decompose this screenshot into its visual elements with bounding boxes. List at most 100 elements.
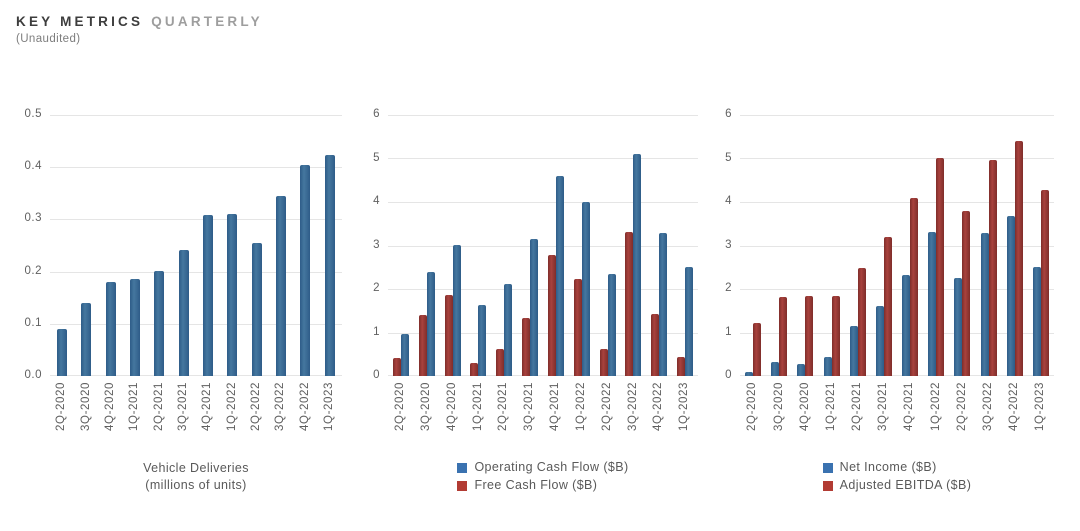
y-tick-label: 5 [373, 151, 380, 164]
x-tick-label: 4Q-2022 [298, 382, 311, 431]
bar-red [1014, 141, 1023, 376]
x-tick-label: 3Q-2020 [419, 382, 432, 431]
x-tick-labels: 2Q-2020 3Q-2020 4Q-2020 1Q-2021 2Q-2021 3Q-20… [740, 382, 1054, 452]
bar-blue [452, 244, 461, 376]
bar-group [50, 115, 74, 376]
bar-group [595, 115, 621, 376]
bar-group [196, 115, 220, 376]
bar-red [599, 349, 608, 376]
bar-red [857, 267, 866, 376]
x-tick-cell: 4Q-2021 [897, 382, 923, 452]
x-tick-label: 1Q-2022 [929, 382, 942, 431]
bar-red [779, 297, 788, 376]
x-tick-label: 1Q-2021 [471, 382, 484, 431]
gridline [50, 375, 342, 376]
gridline [740, 201, 1054, 203]
bar-group [1028, 115, 1054, 376]
x-tick-cell: 1Q-2022 [220, 382, 244, 452]
x-tick-label: 3Q-2022 [626, 382, 639, 431]
bar-groups [740, 115, 1054, 376]
x-axis: 2Q-2020 3Q-2020 4Q-2020 1Q-2021 2Q-2021 3Q-20… [720, 382, 1054, 452]
bar-group [99, 115, 123, 376]
x-tick-labels: 2Q-2020 3Q-2020 4Q-2020 1Q-2021 2Q-2021 3Q-20… [388, 382, 698, 452]
bar-red [883, 236, 892, 376]
bar-blue [849, 326, 858, 376]
x-tick-label: 1Q-2021 [824, 382, 837, 431]
x-tick-cell: 2Q-2022 [595, 382, 621, 452]
x-tick-cell: 3Q-2020 [74, 382, 98, 452]
bar-group [740, 115, 766, 376]
bar-red [444, 294, 453, 376]
legend-swatch-icon [822, 462, 833, 473]
x-tick-label: 1Q-2023 [678, 382, 691, 431]
y-tick-label: 0.0 [24, 369, 42, 382]
bar-group [897, 115, 923, 376]
x-tick-label: 4Q-2020 [798, 382, 811, 431]
x-tick-cell: 1Q-2022 [569, 382, 595, 452]
x-tick-cell: 4Q-2022 [293, 382, 317, 452]
bar-group [491, 115, 517, 376]
bar-red [418, 315, 427, 376]
bar-blue [81, 302, 92, 376]
bar-blue [1006, 215, 1015, 376]
bar-red [1040, 190, 1049, 376]
gridline [388, 375, 698, 376]
y-axis: 0.5 0.4 0.3 0.2 0.1 0.0 [16, 109, 50, 381]
x-tick-cell: 1Q-2022 [923, 382, 949, 452]
bar-blue [530, 238, 539, 376]
charts-row: 0.5 0.4 0.3 0.2 0.1 0.0 2Q-2020 3Q-2020 4Q-2020… [0, 109, 1080, 494]
gridline [50, 271, 342, 273]
x-tick-label: 2Q-2022 [955, 382, 968, 431]
bar-red [496, 349, 505, 376]
bar-blue [581, 202, 590, 376]
legend-item: Free Cash Flow ($B) [457, 478, 597, 493]
bar-group [147, 115, 171, 376]
bar-group [845, 115, 871, 376]
bar-group [245, 115, 269, 376]
y-tick-label: 6 [725, 108, 732, 121]
x-tick-cell: 2Q-2020 [388, 382, 414, 452]
x-tick-cell: 2Q-2021 [845, 382, 871, 452]
gridline [50, 323, 342, 325]
y-tick-label: 1 [373, 325, 380, 338]
y-tick-label: 0 [725, 369, 732, 382]
x-tick-label: 3Q-2022 [274, 382, 287, 431]
bar-group [792, 115, 818, 376]
y-tick-label: 2 [725, 282, 732, 295]
chart-legend: Operating Cash Flow ($B) Free Cash Flow (… [457, 460, 628, 493]
legend-label: Adjusted EBITDA ($B) [839, 478, 972, 492]
x-tick-label: 4Q-2022 [652, 382, 665, 431]
gridline [388, 288, 698, 290]
chart-legend: Net Income ($B) Adjusted EBITDA ($B) [822, 460, 972, 493]
x-tick-label: 3Q-2020 [79, 382, 92, 431]
x-tick-label: 3Q-2021 [523, 382, 536, 431]
chart-footer: Net Income ($B) Adjusted EBITDA ($B) [720, 460, 1054, 493]
bar-group [172, 115, 196, 376]
plot [50, 115, 342, 376]
x-tick-label: 3Q-2022 [981, 382, 994, 431]
bar-group [318, 115, 342, 376]
footer-body: Operating Cash Flow ($B) Free Cash Flow (… [388, 460, 698, 493]
footer-body: Vehicle Deliveries (millions of units) [50, 460, 342, 494]
x-tick-cell: 2Q-2022 [245, 382, 269, 452]
chart-plot-area: 0.5 0.4 0.3 0.2 0.1 0.0 [16, 109, 342, 381]
x-tick-cell: 4Q-2020 [99, 382, 123, 452]
legend-label: Free Cash Flow ($B) [474, 478, 598, 492]
gridline [50, 167, 342, 169]
bar-group [414, 115, 440, 376]
bar-blue [154, 271, 165, 376]
y-tick-label: 2 [373, 282, 380, 295]
bar-red [677, 356, 686, 376]
bar-group [819, 115, 845, 376]
legend-swatch-icon [457, 462, 468, 473]
bar-blue [478, 304, 487, 376]
bar-red [522, 318, 531, 376]
bar-blue [426, 271, 435, 376]
bar-blue [251, 242, 262, 376]
page-title-secondary: QUARTERLY [151, 14, 263, 29]
bar-group [569, 115, 595, 376]
gridline [740, 115, 1054, 116]
chart-plot-area: 6 5 4 3 2 1 0 [368, 109, 698, 381]
x-tick-label: 2Q-2020 [746, 382, 759, 431]
x-tick-cell: 4Q-2020 [440, 382, 466, 452]
